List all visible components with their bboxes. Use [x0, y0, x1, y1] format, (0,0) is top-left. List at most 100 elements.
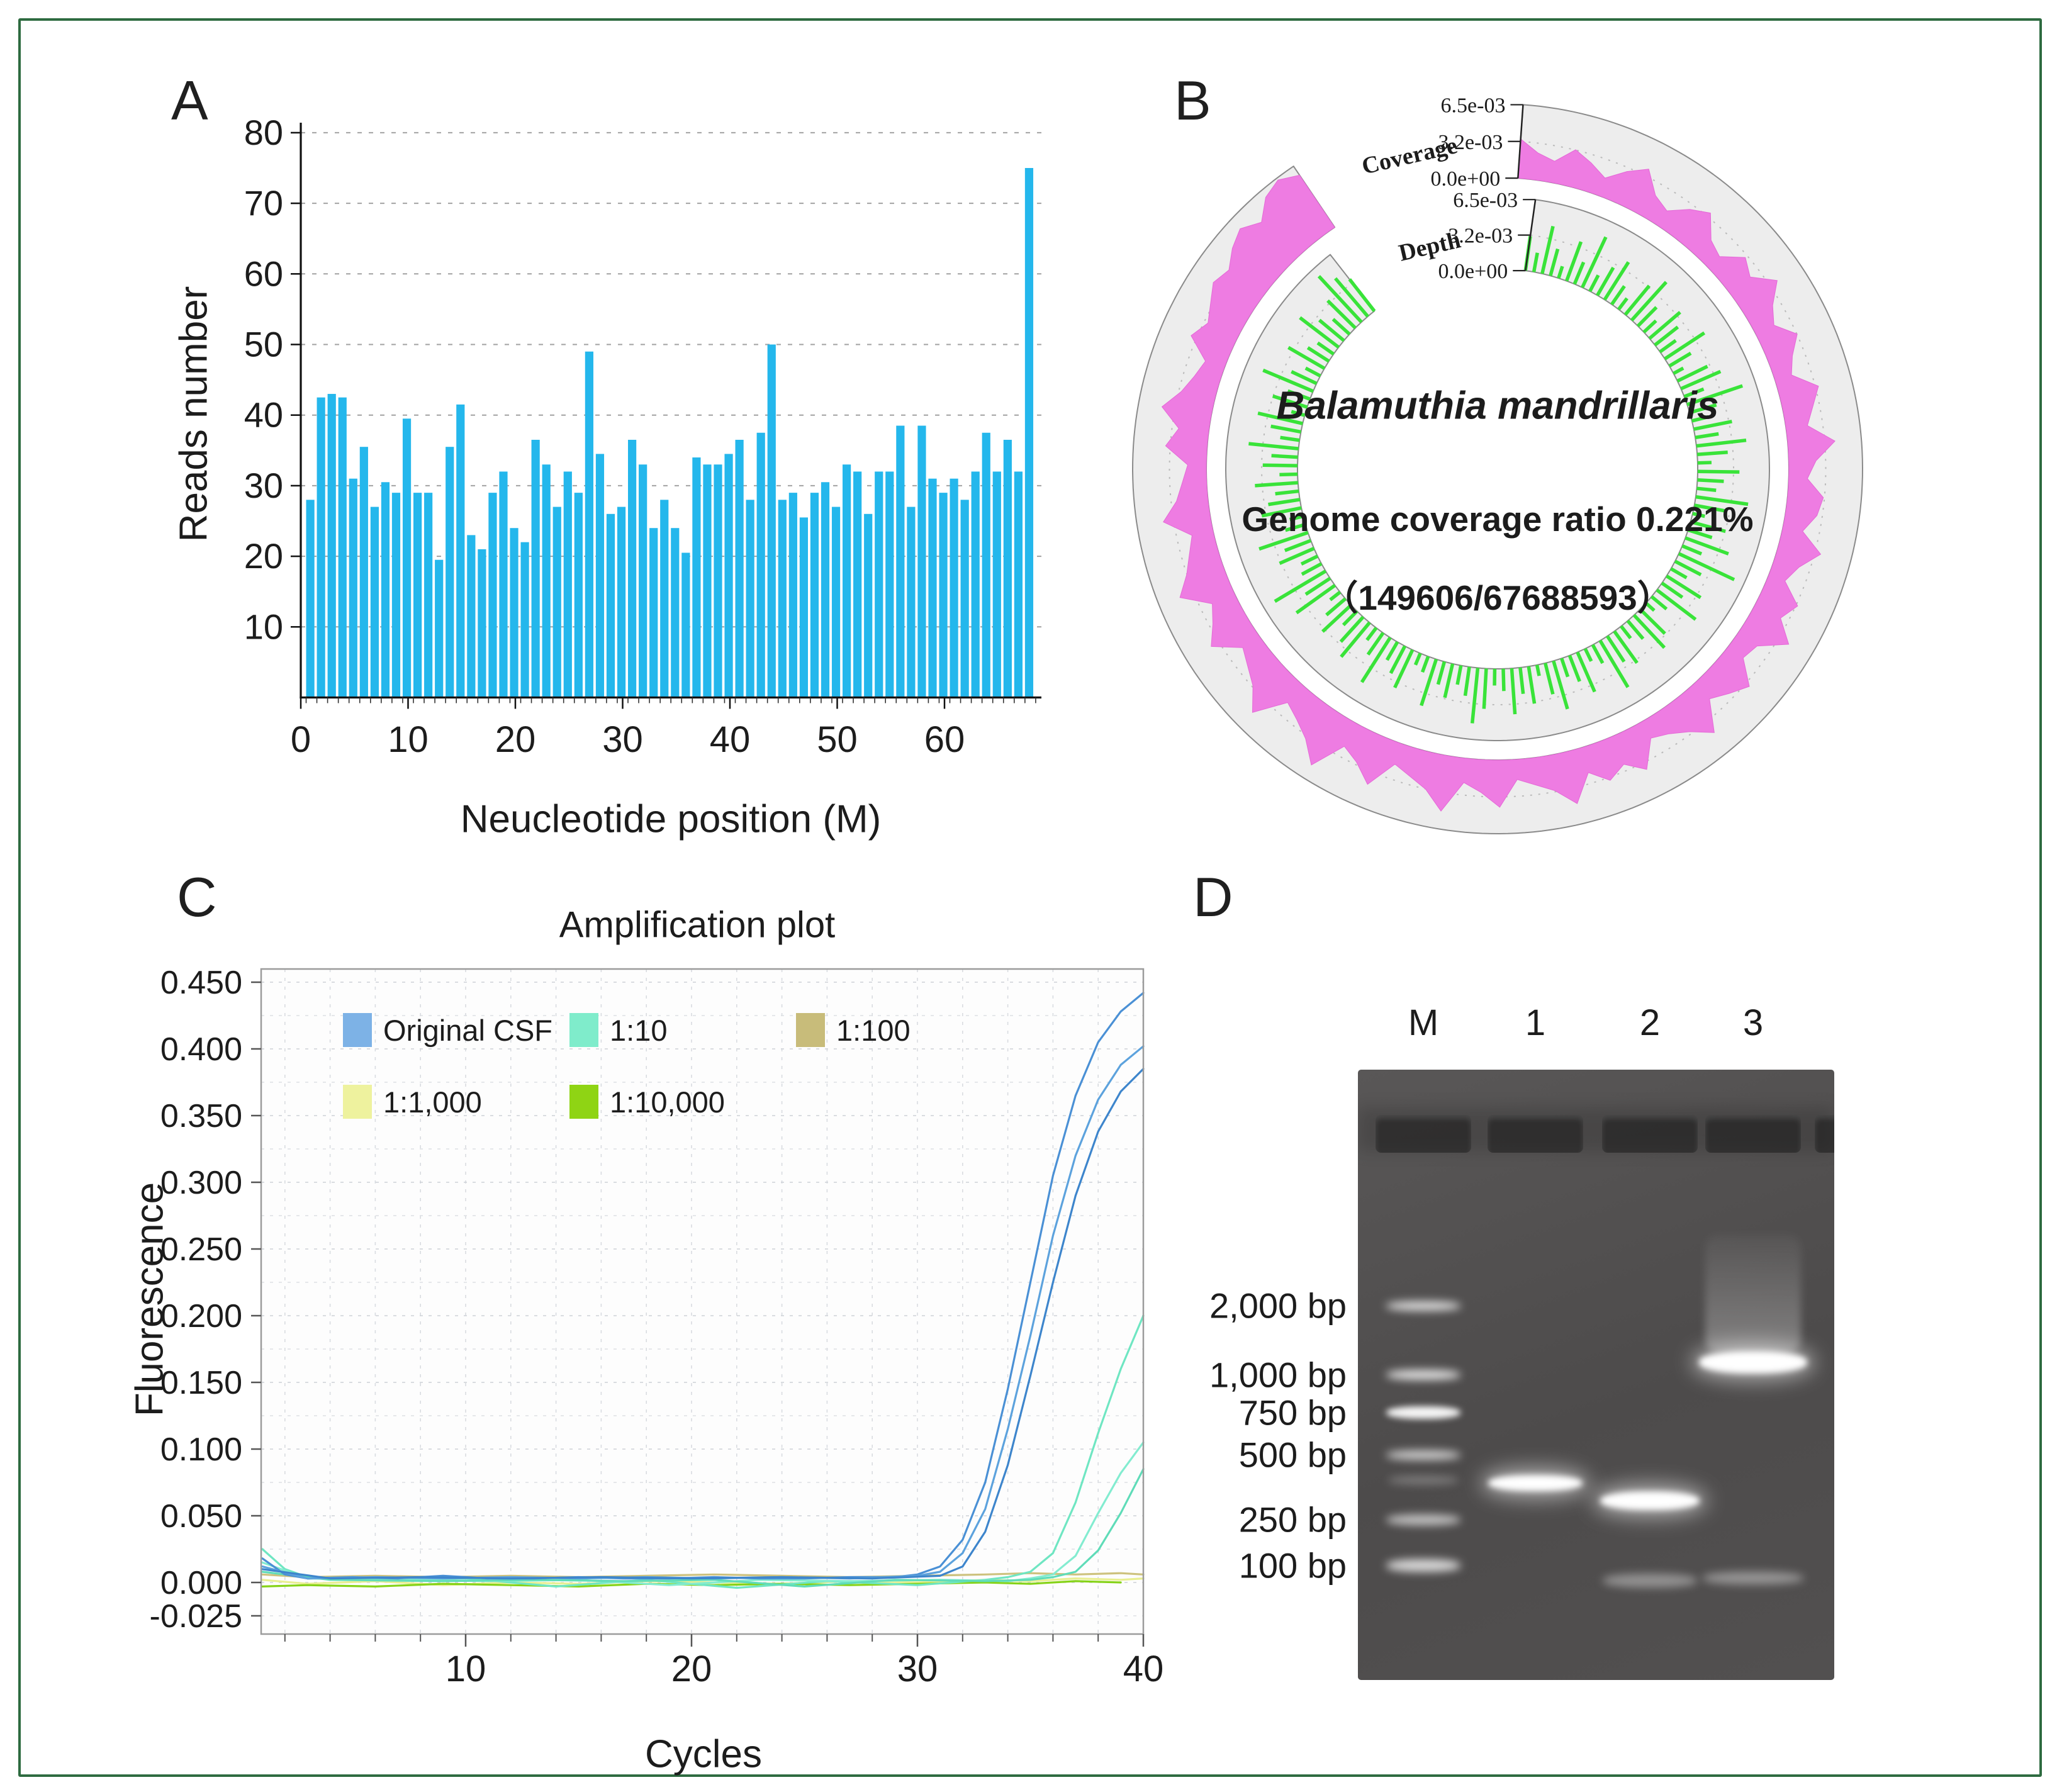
depth-bar — [1540, 225, 1555, 274]
depth-bar — [1549, 248, 1560, 276]
y-tick-label: 0.050 — [160, 1498, 242, 1535]
reads-bar — [595, 454, 605, 698]
legend-label: 1:10 — [610, 1014, 667, 1047]
depth-bar — [1518, 667, 1525, 695]
depth-bar — [1248, 442, 1299, 451]
reads-bar — [767, 344, 776, 698]
reads-bar — [810, 493, 819, 698]
panel-a-label: A — [171, 69, 208, 132]
depth-bar — [1255, 481, 1298, 488]
depth-bar — [1544, 663, 1555, 695]
x-tick-label: 20 — [671, 1649, 712, 1689]
depth-bar — [1576, 651, 1596, 693]
x-tick-label: 40 — [1123, 1649, 1164, 1689]
y-tick-label: 0.200 — [160, 1298, 242, 1335]
depth-bar — [1300, 554, 1319, 566]
reads-bar — [831, 507, 841, 698]
gel-band — [1603, 1574, 1697, 1588]
depth-bar — [1606, 635, 1626, 663]
reads-bar — [1014, 471, 1023, 698]
reads-bar — [992, 471, 1001, 698]
panel-b-circos: 6.5e-033.2e-030.0e+006.5e-033.2e-030.0e+… — [1132, 94, 1863, 834]
depth-bar — [1270, 424, 1301, 434]
x-tick-label: 0 — [291, 719, 311, 760]
depth-bar — [1287, 345, 1326, 370]
legend-label: 1:10,000 — [610, 1085, 725, 1119]
scale-label: 0.0e+00 — [1431, 167, 1501, 191]
reads-bar — [714, 464, 722, 698]
reads-bar — [456, 404, 465, 698]
reads-bar — [799, 517, 808, 698]
depth-bar — [1689, 403, 1717, 415]
reads-bar — [843, 464, 851, 698]
scale-label: 6.5e-03 — [1441, 94, 1506, 117]
circos-coverage-ratio: Genome coverage ratio 0.221% — [1241, 500, 1754, 539]
scale-label: 0.0e+00 — [1438, 260, 1508, 283]
reads-bar — [413, 493, 422, 698]
depth-bar — [1678, 552, 1735, 581]
reads-bar — [552, 507, 561, 698]
depth-bar — [1623, 284, 1651, 316]
depth-bar — [1642, 319, 1657, 333]
depth-bar — [1668, 351, 1692, 368]
panel-c-label: C — [177, 866, 217, 928]
depth-bar — [1664, 331, 1706, 361]
reads-bar — [671, 528, 680, 698]
depth-bar — [1683, 387, 1705, 398]
reads-bar — [960, 500, 969, 698]
depth-bar — [1695, 495, 1749, 507]
depth-bar — [1697, 478, 1724, 483]
depth-bar — [1501, 668, 1506, 692]
depth-bar — [1443, 663, 1455, 698]
figure-border — [18, 18, 2042, 1777]
depth-bar — [1692, 512, 1705, 518]
depth-bar — [1279, 472, 1298, 477]
coverage-area — [1161, 138, 1836, 812]
panel-a-chart: 10 20 30 40 50 60 70 80 0 10 20 30 40 50 60 — [244, 113, 1041, 760]
reads-bar — [735, 439, 744, 698]
depth-bar — [1674, 559, 1702, 576]
gel-lane-label: M — [1408, 1002, 1439, 1043]
depth-bar — [1262, 368, 1314, 393]
y-tick-label: 60 — [244, 254, 283, 293]
panel-a-ylabel: Reads number — [172, 286, 216, 542]
depth-bar — [1280, 435, 1300, 442]
reads-bar — [939, 493, 948, 698]
depth-bar — [1684, 536, 1729, 556]
reads-bar — [488, 493, 497, 698]
gel-bp-label: 500 bp — [1238, 1435, 1347, 1475]
gel-bp-label: 250 bp — [1238, 1499, 1347, 1540]
y-tick-label: 0.100 — [160, 1431, 242, 1468]
depth-bar — [1656, 588, 1697, 621]
reads-bar — [349, 478, 357, 698]
depth-bar — [1257, 412, 1303, 425]
gel-band — [1386, 1301, 1460, 1311]
reads-bar — [327, 394, 336, 698]
depth-bar — [1560, 658, 1570, 678]
depth-bar — [1610, 285, 1626, 306]
gel-well — [1705, 1115, 1801, 1153]
depth-bar — [1326, 299, 1357, 330]
gel-band — [1386, 1370, 1460, 1380]
gel-well — [1602, 1115, 1698, 1153]
y-tick-label: 0.250 — [160, 1231, 242, 1268]
depth-bar — [1289, 514, 1304, 522]
y-tick-label: 0.000 — [160, 1565, 242, 1601]
depth-bar — [1670, 567, 1688, 580]
ring-midline — [1260, 234, 1734, 705]
gel-bp-label: 750 bp — [1238, 1392, 1347, 1433]
reads-bar — [306, 500, 315, 698]
depth-bar — [1648, 311, 1681, 340]
x-tick-label: 30 — [602, 719, 643, 760]
panel-c-amplification: 0.450 0.400 0.350 0.300 0.250 0.200 0.150 0.100… — [150, 965, 1164, 1689]
reads-bar — [756, 432, 765, 698]
y-tick-label: 0.300 — [160, 1165, 242, 1201]
y-tick-label: 40 — [244, 395, 283, 435]
reads-bar — [724, 454, 733, 698]
reads-bar — [542, 464, 551, 698]
legend-swatch — [796, 1013, 825, 1047]
reads-bar — [778, 500, 787, 698]
panel-b-label: B — [1174, 69, 1211, 132]
depth-bar — [1666, 574, 1702, 600]
depth-bar — [1329, 590, 1342, 602]
